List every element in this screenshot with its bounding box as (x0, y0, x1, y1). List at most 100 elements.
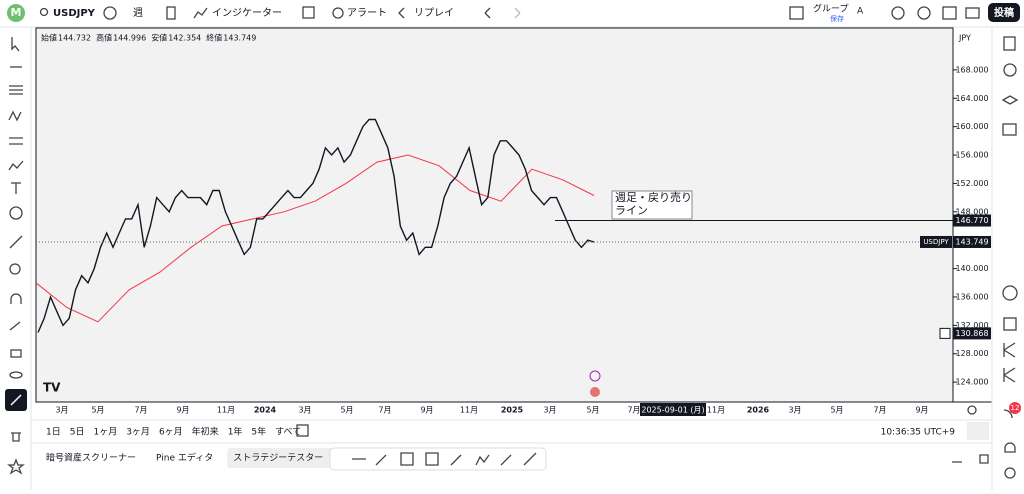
time-label: 2025 (501, 406, 524, 415)
last-price-label: 143.749 (955, 237, 988, 246)
group[interactable]: グループ (813, 3, 848, 15)
clock: 10:36:35 UTC+9 (881, 428, 956, 438)
legend-label: 安値 (151, 33, 167, 43)
period-button[interactable]: 5日 (70, 427, 85, 438)
period-button[interactable]: 6ヶ月 (159, 427, 183, 438)
alerts[interactable]: アラート (347, 7, 387, 19)
price-tick-label: 164.000 (955, 94, 988, 103)
period-button[interactable]: 1年 (228, 426, 243, 438)
date-range-icon[interactable] (296, 424, 309, 437)
period-button[interactable]: 年初来 (192, 426, 219, 438)
tv-logo: TV (43, 381, 61, 395)
fullscreen[interactable] (942, 6, 957, 20)
time-label: 3月 (55, 406, 68, 415)
indicator-icon (193, 7, 208, 19)
crosshair-date-box (640, 403, 706, 416)
time-label: 5月 (830, 406, 843, 415)
adjust-button[interactable] (967, 422, 989, 440)
resistance-label: 146.770 (955, 216, 988, 225)
window-controls[interactable] (952, 454, 989, 464)
symbol[interactable]: USDJPY (53, 8, 96, 19)
resistance-tag (953, 214, 991, 227)
price-tick-label: 152.000 (955, 179, 988, 188)
price-tick-label: 160.000 (955, 122, 988, 131)
time-label: 11月 (217, 406, 235, 415)
time-label: 11月 (460, 406, 478, 415)
time-label: 7月 (378, 406, 391, 415)
legend-value: 143.749 (223, 34, 256, 43)
time-label: 5月 (586, 406, 599, 415)
period-button[interactable]: 5年 (251, 426, 266, 438)
legend-value: 144.732 (58, 34, 91, 43)
bottom-tabs: 暗号資産スクリーナー Pine エディタ ストラテジーテスター (46, 448, 336, 468)
annotation-box[interactable] (611, 190, 693, 220)
undo[interactable] (484, 7, 491, 19)
drawing-tools[interactable] (7, 37, 25, 475)
time-label: 3月 (788, 406, 801, 415)
time-label: 2024 (254, 406, 277, 415)
annotation: 週足・戻り売り (615, 191, 692, 204)
period-button[interactable]: すべて (275, 427, 301, 438)
group-letter[interactable]: A (857, 7, 864, 17)
price-tick-label: 132.000 (955, 321, 988, 330)
symbol-tag-label: USDJPY (923, 238, 949, 246)
avatar-letter: M (11, 6, 22, 19)
drawing-shortcuts[interactable] (352, 452, 537, 466)
time-label: 2026 (747, 406, 770, 415)
price-tick-label: 148.000 (955, 207, 988, 216)
link-icon (10, 394, 22, 406)
replay[interactable]: リプレイ (414, 7, 454, 19)
ohlc-legend: 始値 144.732 高値 144.996 安値 142.354 終値 143.749 (41, 33, 256, 43)
chart-type-icon[interactable] (166, 6, 176, 20)
publish-button[interactable] (988, 3, 1020, 22)
right-sidebar[interactable] (1001, 36, 1019, 479)
interval[interactable]: 週 (133, 7, 143, 19)
quick-search[interactable] (891, 6, 905, 20)
time-label: 5月 (340, 406, 353, 415)
time-label: 3月 (543, 406, 556, 415)
time-label: 7月 (873, 406, 886, 415)
event-icon[interactable] (589, 370, 601, 382)
tab[interactable]: ストラテジーテスター (233, 453, 323, 464)
notification-badge (1009, 402, 1021, 414)
redo[interactable] (514, 7, 521, 19)
active-tab-bg (227, 448, 336, 468)
tab[interactable]: 暗号資産スクリーナー (46, 452, 136, 464)
settings[interactable] (917, 6, 931, 20)
indicators[interactable]: インジケーター (212, 7, 282, 19)
time-label: 9月 (176, 406, 189, 415)
symbol-tag (920, 235, 952, 248)
legend-label: 高値 (96, 33, 112, 43)
panel-icon[interactable] (789, 6, 804, 20)
snapshot[interactable] (965, 7, 980, 19)
price-tick-label: 156.000 (955, 151, 988, 160)
avatar[interactable] (7, 4, 25, 22)
add-icon[interactable] (103, 6, 117, 20)
currency[interactable]: JPY (958, 34, 971, 43)
periods: 1日 5日 1ヶ月 3ヶ月 6ヶ月 年初来 1年 5年 すべて (46, 426, 301, 438)
chart-pane[interactable] (35, 27, 954, 403)
time-label: 5月 (91, 406, 104, 415)
event-icon[interactable] (590, 387, 600, 397)
period-button[interactable]: 3ヶ月 (126, 427, 150, 438)
period-button[interactable]: 1日 (46, 427, 61, 438)
time-label: 3月 (298, 406, 311, 415)
axis-settings[interactable] (967, 405, 977, 415)
moving-average (35, 154, 595, 323)
legend-value: 142.354 (168, 34, 201, 43)
price-tick-label: 124.000 (955, 378, 988, 387)
search-icon (39, 7, 49, 17)
period-button[interactable]: 1ヶ月 (93, 427, 117, 438)
replay-icon (398, 7, 405, 19)
tab[interactable]: Pine エディタ (156, 452, 213, 464)
crosshair-price-label: 130.868 (955, 329, 988, 338)
crosshair-date: 2025-09-01 (月) (641, 406, 704, 415)
time-label: 11月 (707, 406, 725, 415)
price-tick-label: 168.000 (955, 65, 988, 74)
add-button[interactable] (939, 327, 951, 339)
legend-value: 144.996 (113, 34, 146, 43)
crosshair-price-tag (953, 327, 991, 340)
price-tick-label: 128.000 (955, 349, 988, 358)
layout-icon[interactable] (302, 6, 315, 19)
